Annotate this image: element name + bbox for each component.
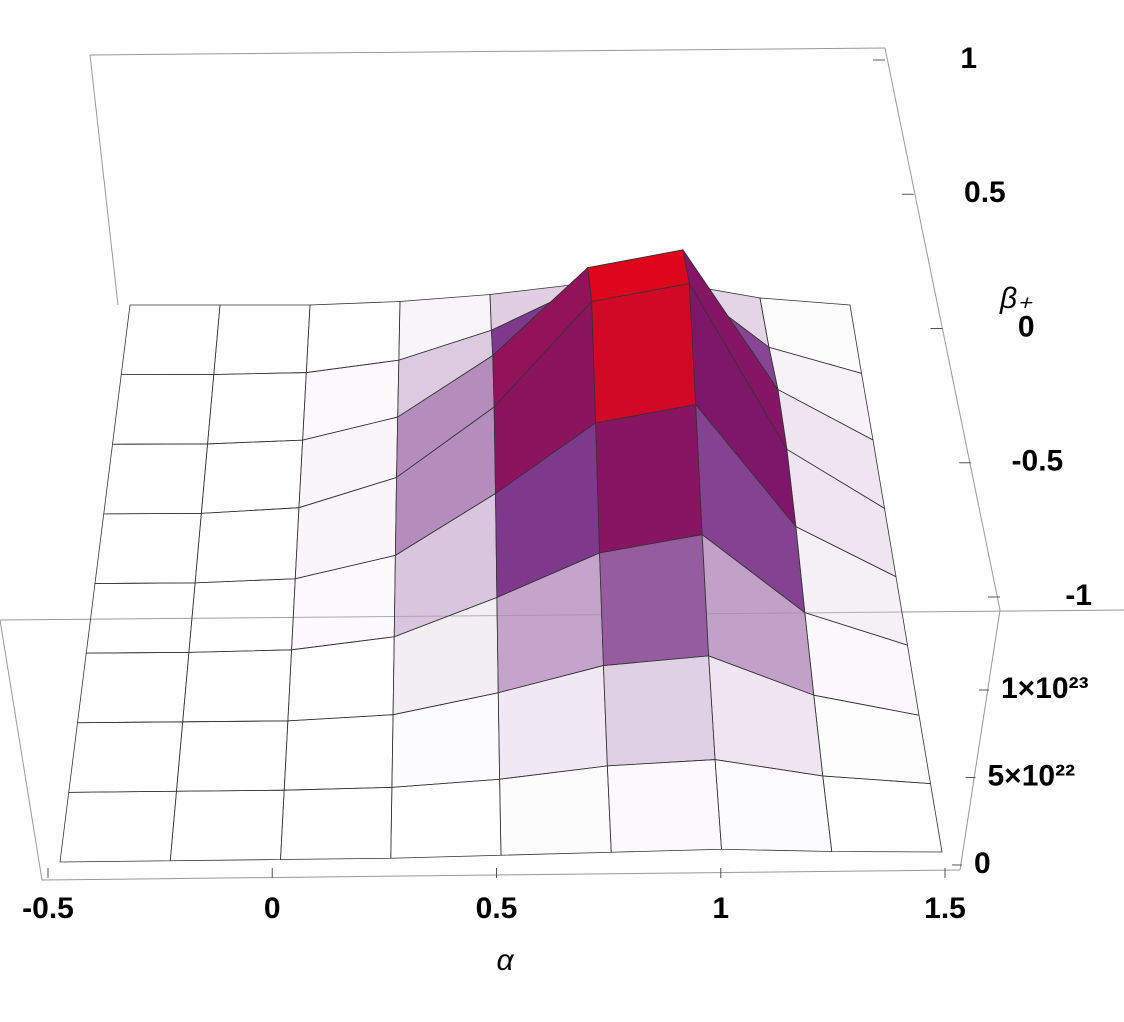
surface-face bbox=[188, 578, 296, 653]
surface-face bbox=[595, 404, 703, 554]
surface-face bbox=[182, 649, 292, 723]
surface-face bbox=[85, 582, 196, 654]
surface-face bbox=[77, 651, 190, 724]
y-axis-label: β₊ bbox=[999, 282, 1033, 315]
y-tick-label: 1 bbox=[960, 42, 977, 75]
x-axis-label: α bbox=[496, 944, 514, 977]
surface-face bbox=[169, 789, 285, 862]
surface-face bbox=[283, 714, 394, 791]
surface-face bbox=[599, 534, 710, 666]
surface-face bbox=[822, 775, 943, 853]
surface-face bbox=[287, 636, 395, 722]
surface-face bbox=[499, 765, 612, 856]
surface-face bbox=[94, 513, 202, 584]
surface-face bbox=[606, 759, 722, 853]
surface-face bbox=[280, 786, 393, 860]
z-tick-label: 0 bbox=[974, 847, 991, 880]
surface-face bbox=[213, 304, 311, 375]
surface-face bbox=[120, 304, 221, 376]
surface-face bbox=[603, 655, 716, 767]
x-tick-label: 1.5 bbox=[924, 892, 966, 925]
surface-face bbox=[103, 443, 209, 515]
y-tick-label: 0.5 bbox=[964, 176, 1006, 209]
y-tick-label: -0.5 bbox=[1012, 445, 1064, 478]
z-tick-label: 1×10²³ bbox=[1001, 672, 1089, 705]
x-tick-label: 0.5 bbox=[476, 892, 518, 925]
surface-face bbox=[68, 721, 184, 793]
y-tick-label: -1 bbox=[1065, 579, 1092, 612]
z-tick-label: 5×10²² bbox=[988, 759, 1076, 792]
surface-face bbox=[112, 374, 215, 445]
x-tick-label: 0 bbox=[264, 892, 281, 925]
surface-face bbox=[591, 283, 697, 424]
surface-face bbox=[207, 372, 307, 445]
surface-face bbox=[390, 778, 502, 859]
surface-face bbox=[200, 439, 304, 514]
surface-face bbox=[59, 790, 177, 863]
surface-face bbox=[176, 720, 289, 792]
x-tick-label: 1 bbox=[712, 892, 729, 925]
y-tick-label: 0 bbox=[1018, 310, 1035, 343]
x-tick-label: -0.5 bbox=[22, 892, 74, 925]
surface-face bbox=[194, 507, 300, 584]
